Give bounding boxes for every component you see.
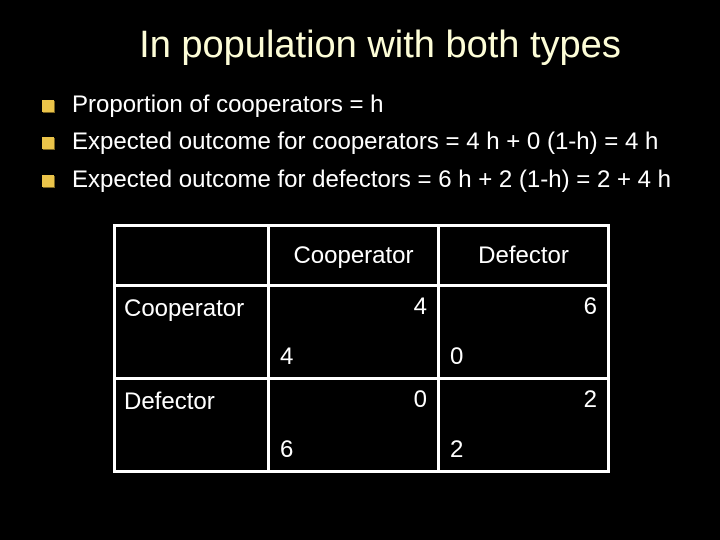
payoff-upper: 0 <box>414 386 427 414</box>
bullet-item: Expected outcome for cooperators = 4 h +… <box>42 126 680 158</box>
bullet-icon <box>42 100 54 112</box>
table-row: Cooperator 4 4 6 0 <box>115 286 609 379</box>
bullet-item: Proportion of cooperators = h <box>42 89 680 121</box>
payoff-matrix: Cooperator Defector Cooperator 4 4 <box>113 224 607 473</box>
cell-cc: 4 4 <box>269 286 439 379</box>
payoff-upper: 2 <box>584 386 597 414</box>
payoff-lower: 4 <box>280 343 293 371</box>
bullet-text: Expected outcome for cooperators = 4 h +… <box>72 126 658 158</box>
bullet-list: Proportion of cooperators = h Expected o… <box>42 89 680 196</box>
cell-dc: 0 6 <box>269 379 439 472</box>
bullet-text: Proportion of cooperators = h <box>72 89 384 121</box>
bullet-text: Expected outcome for defectors = 6 h + 2… <box>72 164 671 196</box>
payoff-upper: 6 <box>584 293 597 321</box>
table-corner <box>115 226 269 286</box>
payoff-table: Cooperator Defector Cooperator 4 4 <box>113 224 610 473</box>
bullet-icon <box>42 175 54 187</box>
table-row: Defector 0 6 2 2 <box>115 379 609 472</box>
payoff-upper: 4 <box>414 293 427 321</box>
bullet-icon <box>42 137 54 149</box>
payoff-lower: 0 <box>450 343 463 371</box>
row-header-defector: Defector <box>115 379 269 472</box>
cell-cd: 6 0 <box>439 286 609 379</box>
cell-dd: 2 2 <box>439 379 609 472</box>
col-header-cooperator: Cooperator <box>269 226 439 286</box>
slide: In population with both types Proportion… <box>0 0 720 540</box>
slide-title: In population with both types <box>40 24 680 67</box>
payoff-lower: 6 <box>280 436 293 464</box>
payoff-lower: 2 <box>450 436 463 464</box>
row-header-cooperator: Cooperator <box>115 286 269 379</box>
bullet-item: Expected outcome for defectors = 6 h + 2… <box>42 164 680 196</box>
col-header-defector: Defector <box>439 226 609 286</box>
